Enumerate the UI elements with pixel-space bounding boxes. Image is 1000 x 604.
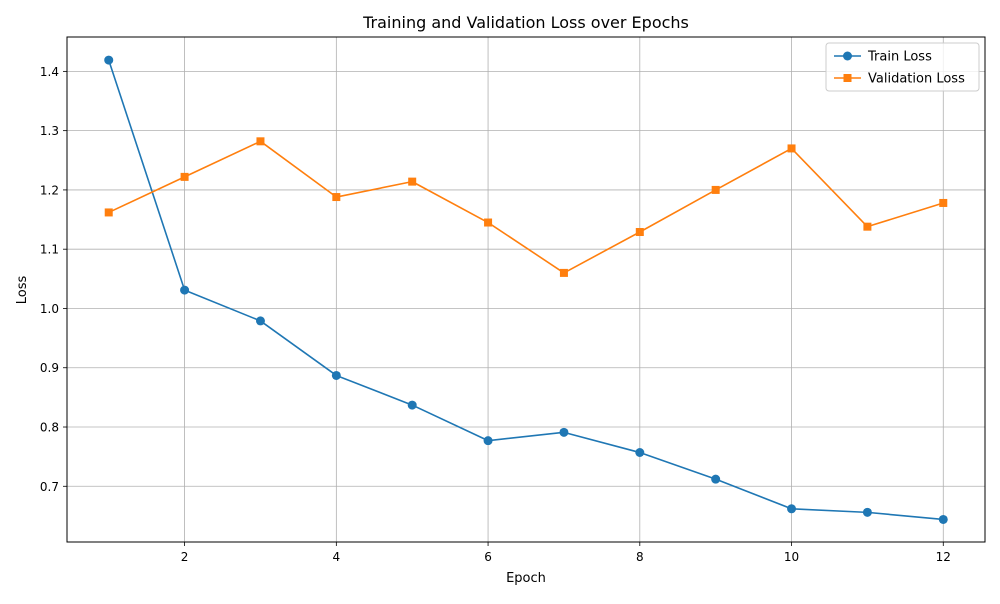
tick-layer: 2 4 6 8 10 12 0.7 0.8 0.9 1.0 1.1 1.2 1.3 1.4 [40, 65, 951, 564]
legend-validation-marker [843, 74, 852, 82]
y-tick-label: 0.8 [40, 421, 59, 435]
train-loss-point [483, 436, 493, 446]
x-tick-label: 10 [784, 550, 799, 564]
train-loss-point [711, 474, 721, 484]
plot-area-background [67, 37, 985, 542]
x-axis-label: Epoch [506, 571, 546, 586]
x-tick-label: 12 [936, 550, 951, 564]
validation-loss-series [104, 137, 948, 277]
y-tick-label: 1.4 [40, 65, 59, 79]
train-loss-point [938, 514, 948, 524]
train-loss-point [787, 504, 797, 514]
validation-loss-line [108, 140, 944, 274]
validation-loss-point [484, 218, 493, 227]
train-loss-line [107, 59, 944, 521]
plot-frame [66, 36, 986, 543]
validation-loss-point [863, 222, 872, 231]
validation-loss-point [180, 172, 189, 181]
validation-loss-point [104, 208, 113, 217]
y-tick-label: 1.2 [40, 183, 59, 197]
y-tick-label: 0.9 [40, 361, 59, 375]
legend-train-marker [843, 51, 852, 61]
train-loss-point [104, 55, 114, 65]
validation-loss-point [711, 185, 720, 194]
y-axis-label: Loss [15, 276, 30, 305]
x-tick-label: 4 [333, 550, 341, 564]
validation-loss-point [939, 198, 948, 207]
y-tick-label: 0.7 [40, 480, 59, 494]
validation-loss-point [559, 268, 568, 277]
validation-loss-point [787, 144, 796, 153]
train-loss-point [559, 427, 569, 437]
train-loss-point [255, 316, 265, 326]
grid-layer [67, 37, 985, 542]
train-loss-point [635, 447, 645, 457]
validation-loss-point [256, 137, 265, 146]
validation-loss-point [408, 177, 417, 186]
legend-train-label: Train Loss [867, 50, 932, 65]
legend: Train Loss Validation Loss [825, 42, 980, 92]
y-tick-label: 1.3 [40, 124, 59, 138]
x-tick-label: 6 [484, 550, 492, 564]
train-loss-point [180, 285, 190, 295]
x-tick-label: 8 [636, 550, 644, 564]
y-tick-label: 1.1 [40, 243, 59, 257]
validation-loss-point [332, 193, 341, 202]
chart-title: Training and Validation Loss over Epochs [362, 13, 689, 32]
y-tick-label: 1.0 [40, 302, 59, 316]
legend-box [825, 42, 980, 92]
series-layer [104, 55, 948, 524]
train-loss-point [407, 400, 417, 410]
train-loss-point [331, 370, 341, 380]
x-tick-label: 2 [181, 550, 189, 564]
train-loss-series [104, 55, 948, 524]
validation-loss-point [635, 228, 644, 237]
train-loss-point [862, 507, 872, 517]
legend-validation-label: Validation Loss [868, 72, 965, 87]
